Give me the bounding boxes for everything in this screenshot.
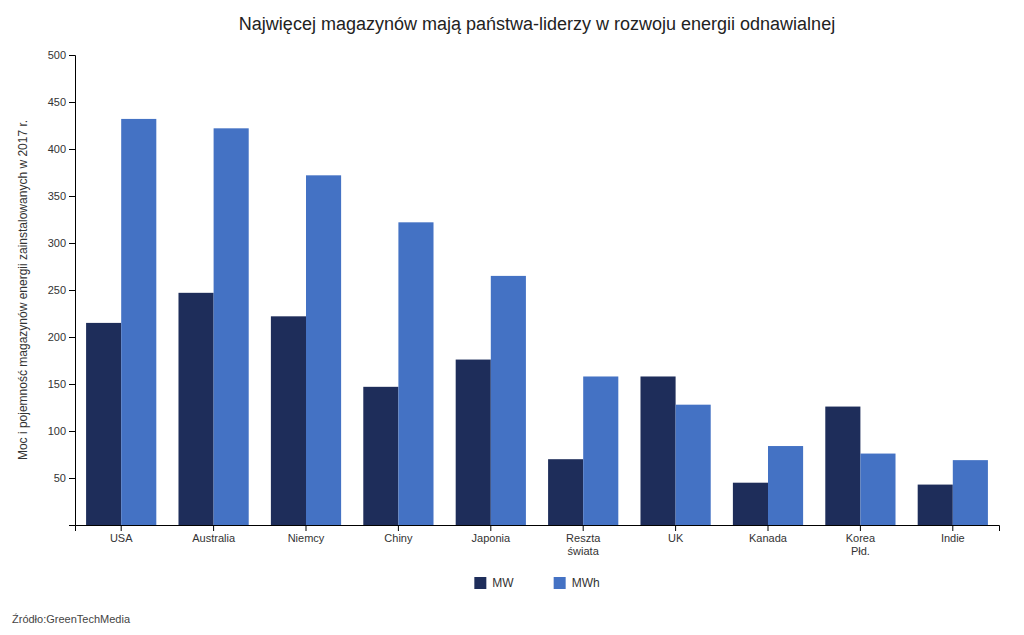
legend-item: MWh [554, 576, 600, 590]
x-tick-mark [860, 525, 861, 531]
bars [86, 119, 988, 525]
x-tick-mark [768, 525, 769, 531]
y-tick: 500 [48, 49, 75, 61]
x-tick-label: Niemcy [288, 532, 325, 544]
y-axis-title: Moc i pojemność magazynów energii zainst… [16, 120, 30, 460]
y-tick-mark [69, 243, 75, 244]
bar [456, 360, 491, 525]
x-tick-label: KoreaPłd. [846, 532, 876, 557]
y-tick: 150 [48, 378, 75, 390]
x-tick-label: UK [668, 532, 684, 544]
y-tick-mark [69, 55, 75, 56]
bar [860, 454, 895, 525]
bar [918, 485, 953, 525]
y-tick: 300 [48, 237, 75, 249]
x-tick: Kanada [749, 525, 788, 544]
x-tick: Niemcy [288, 525, 325, 544]
bar [733, 483, 768, 525]
y-tick: 50 [54, 472, 75, 484]
x-tick-mark [306, 525, 307, 531]
y-tick-label: 350 [48, 190, 66, 202]
plot: 50 100 150 200 250 300 350 400 450 500 USA Australi… [48, 49, 1000, 557]
y-tick-mark [69, 149, 75, 150]
title: Najwięcej magazynów mają państwa-liderzy… [239, 14, 835, 34]
x-tick: Japonia [472, 525, 511, 544]
y-axis: 50 100 150 200 250 300 350 400 450 500 [48, 49, 76, 525]
bar [491, 276, 526, 525]
bar [363, 387, 398, 525]
y-tick: 350 [48, 190, 75, 202]
x-tick-mark [121, 525, 122, 531]
x-tick-mark [398, 525, 399, 531]
x-tick: Australia [192, 525, 236, 544]
chart: 50 100 150 200 250 300 350 400 450 500 USA Australi… [0, 0, 1024, 635]
y-tick-label: 50 [54, 472, 66, 484]
y-tick: 400 [48, 143, 75, 155]
x-tick-label: Indie [941, 532, 965, 544]
y-tick-mark [69, 102, 75, 103]
y-tick-label: 400 [48, 143, 66, 155]
x-tick: Chiny [384, 525, 413, 544]
source: Źródło:GreenTechMedia [12, 613, 131, 625]
y-tick: 250 [48, 284, 75, 296]
x-tick: KoreaPłd. [846, 525, 876, 557]
legend-item: MW [474, 576, 514, 590]
x-tick-label: Chiny [384, 532, 413, 544]
bar [178, 293, 213, 525]
x-axis: USA Australia Niemcy Chiny Japonia Resztaświa… [76, 525, 1000, 557]
legend-swatch [474, 577, 486, 589]
y-tick-mark [69, 478, 75, 479]
bar [214, 128, 249, 525]
y-tick-label: 150 [48, 378, 66, 390]
bar [398, 222, 433, 525]
x-tick-mark [952, 525, 953, 531]
bar [86, 323, 121, 525]
x-tick: Resztaświata [566, 525, 601, 557]
x-tick: USA [110, 525, 133, 544]
bar [306, 175, 341, 525]
y-axis-line [69, 56, 76, 526]
bar-series [121, 119, 988, 525]
legend-label: MW [492, 576, 514, 590]
legend-swatch [554, 577, 566, 589]
bar [271, 316, 306, 525]
x-tick-label: Japonia [472, 532, 511, 544]
y-tick-label: 300 [48, 237, 66, 249]
y-tick-mark [69, 384, 75, 385]
y-tick-label: 100 [48, 425, 66, 437]
y-tick-mark [69, 196, 75, 197]
bar [121, 119, 156, 525]
bar [548, 459, 583, 525]
x-tick-label: Australia [192, 532, 236, 544]
x-tick-label: USA [110, 532, 133, 544]
x-axis-line [76, 526, 1000, 532]
bar [676, 405, 711, 525]
bar [583, 376, 618, 525]
y-tick: 100 [48, 425, 75, 437]
legend-label: MWh [572, 576, 600, 590]
bar [768, 446, 803, 525]
x-tick-mark [675, 525, 676, 531]
y-tick-label: 500 [48, 49, 66, 61]
bar [640, 376, 675, 525]
x-tick-mark [213, 525, 214, 531]
y-tick-label: 250 [48, 284, 66, 296]
y-tick-label: 450 [48, 96, 66, 108]
y-tick-label: 200 [48, 331, 66, 343]
y-tick-mark [69, 337, 75, 338]
y-tick-mark [69, 290, 75, 291]
legend: MW MWh [474, 576, 599, 590]
x-tick-mark [583, 525, 584, 531]
x-tick: Indie [941, 525, 965, 544]
y-tick: 200 [48, 331, 75, 343]
x-tick-mark [490, 525, 491, 531]
bar [953, 460, 988, 525]
y-tick-mark [69, 431, 75, 432]
x-tick: UK [668, 525, 684, 544]
x-tick-label: Resztaświata [566, 532, 601, 557]
y-tick: 450 [48, 96, 75, 108]
x-tick-label: Kanada [749, 532, 788, 544]
bar [825, 407, 860, 525]
